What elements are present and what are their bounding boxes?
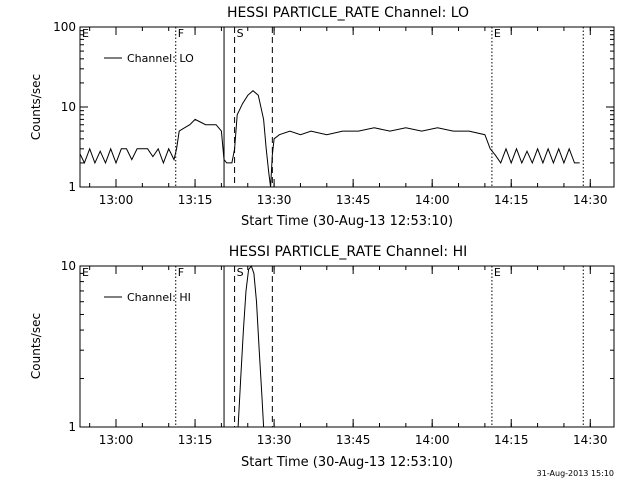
x-tick-label-lo-5: 14:15 [494,193,529,207]
x-tick-label-hi-4: 14:00 [415,433,450,447]
y-tick-label-hi-1: 10 [61,259,76,273]
marker-label-hi-1: F [178,266,184,279]
series-line-lo [79,90,580,188]
x-axis-label-lo: Start Time (30-Aug-13 12:53:10) [241,214,453,229]
x-tick-label-hi-3: 13:45 [336,433,371,447]
x-tick-label-hi-6: 14:30 [573,433,608,447]
marker-label-lo-1: F [178,27,184,40]
marker-label-hi-3: S [237,266,244,279]
x-axis-label-hi: Start Time (30-Aug-13 12:53:10) [241,455,453,470]
y-tick-label-lo-0: 1 [68,180,76,194]
marker-label-lo-0: E [82,27,89,40]
panel-hi: HESSI PARTICLE_RATE Channel: HI E F S E 13:… [29,244,615,470]
x-tick-label-lo-0: 13:00 [99,193,134,207]
axis-ticks-hi: 13:00 13:15 13:30 13:45 14:00 14:15 14:30 1 10 [61,259,614,447]
x-tick-label-lo-6: 14:30 [573,193,608,207]
series-line-hi [237,264,265,428]
chart-title-lo: HESSI PARTICLE_RATE Channel: LO [227,5,469,21]
marker-label-lo-5: E [494,27,501,40]
marker-label-hi-0: E [82,266,89,279]
plot-frame-hi [79,265,615,428]
legend-label-lo: Channel: LO [127,52,194,65]
x-tick-label-lo-3: 13:45 [336,193,371,207]
axis-ticks-lo: 13:00 13:15 13:30 13:45 14:00 14:15 14:30 1 10 10… [53,20,614,207]
y-axis-label-lo: Counts/sec [29,74,43,140]
legend-label-hi: Channel: HI [127,291,191,304]
legend-lo: Channel: LO [104,52,194,65]
x-tick-label-lo-1: 13:15 [178,193,213,207]
panel-lo: HESSI PARTICLE_RATE Channel: LO E F S E 13:… [29,5,615,229]
y-tick-label-lo-1: 10 [61,100,76,114]
x-tick-label-lo-4: 14:00 [415,193,450,207]
x-tick-label-hi-0: 13:00 [99,433,134,447]
y-tick-label-hi-0: 1 [68,420,76,434]
marker-label-lo-3: S [237,27,244,40]
plot-frame-lo [79,26,615,188]
marker-label-hi-5: E [494,266,501,279]
legend-hi: Channel: HI [104,291,191,304]
x-tick-label-hi-1: 13:15 [178,433,213,447]
y-tick-label-lo-2: 100 [53,20,76,34]
x-tick-label-lo-2: 13:30 [257,193,292,207]
chart-title-hi: HESSI PARTICLE_RATE Channel: HI [229,244,467,260]
x-tick-label-hi-2: 13:30 [257,433,292,447]
y-axis-label-hi: Counts/sec [29,313,43,379]
x-tick-label-hi-5: 14:15 [494,433,529,447]
footer-timestamp: 31-Aug-2013 15:10 [537,469,614,478]
